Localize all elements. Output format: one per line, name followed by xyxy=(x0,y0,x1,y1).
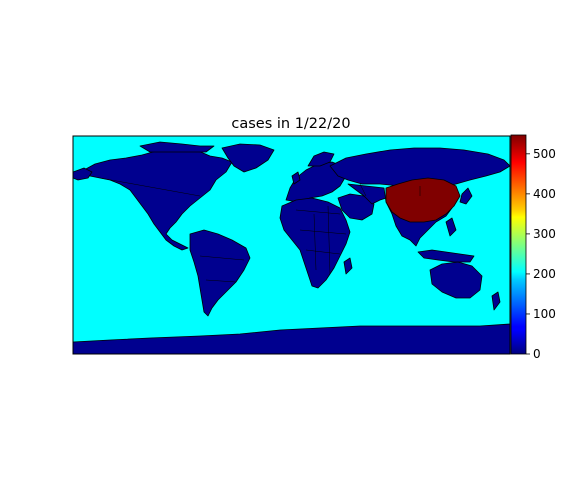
colorbar-tick-label: 200 xyxy=(533,267,556,281)
region-china xyxy=(385,177,461,223)
map-frame xyxy=(72,135,511,355)
map-title: cases in 1/22/20 xyxy=(231,116,350,132)
region-philippines xyxy=(445,217,457,237)
region-japan xyxy=(459,187,473,205)
region-new-zealand xyxy=(491,291,501,311)
region-antarctica xyxy=(73,323,510,354)
country-borders xyxy=(99,177,421,283)
colorbar-tick-label: 400 xyxy=(533,187,556,201)
region-madagascar xyxy=(343,257,353,275)
colorbar-ticks: 0 100 200 300 400 500 xyxy=(526,147,556,361)
region-scandinavia xyxy=(307,151,335,167)
region-indonesia xyxy=(417,249,475,263)
colorbar-tick-label: 300 xyxy=(533,227,556,241)
world-map xyxy=(73,136,510,354)
colorbar-tick-label: 500 xyxy=(533,147,556,161)
region-middle-east xyxy=(337,193,375,221)
region-asia-north xyxy=(329,147,510,189)
colorbar: 0 100 200 300 400 500 xyxy=(510,134,556,361)
region-arctic-islands xyxy=(139,141,215,153)
colorbar-tick-label: 0 xyxy=(533,347,541,361)
colorbar-tick-label: 100 xyxy=(533,307,556,321)
region-alaska xyxy=(73,167,93,181)
colorbar-gradient xyxy=(510,134,527,355)
region-australia xyxy=(429,261,483,299)
region-uk xyxy=(291,171,301,185)
region-greenland xyxy=(221,143,275,173)
region-south-america xyxy=(189,229,251,317)
